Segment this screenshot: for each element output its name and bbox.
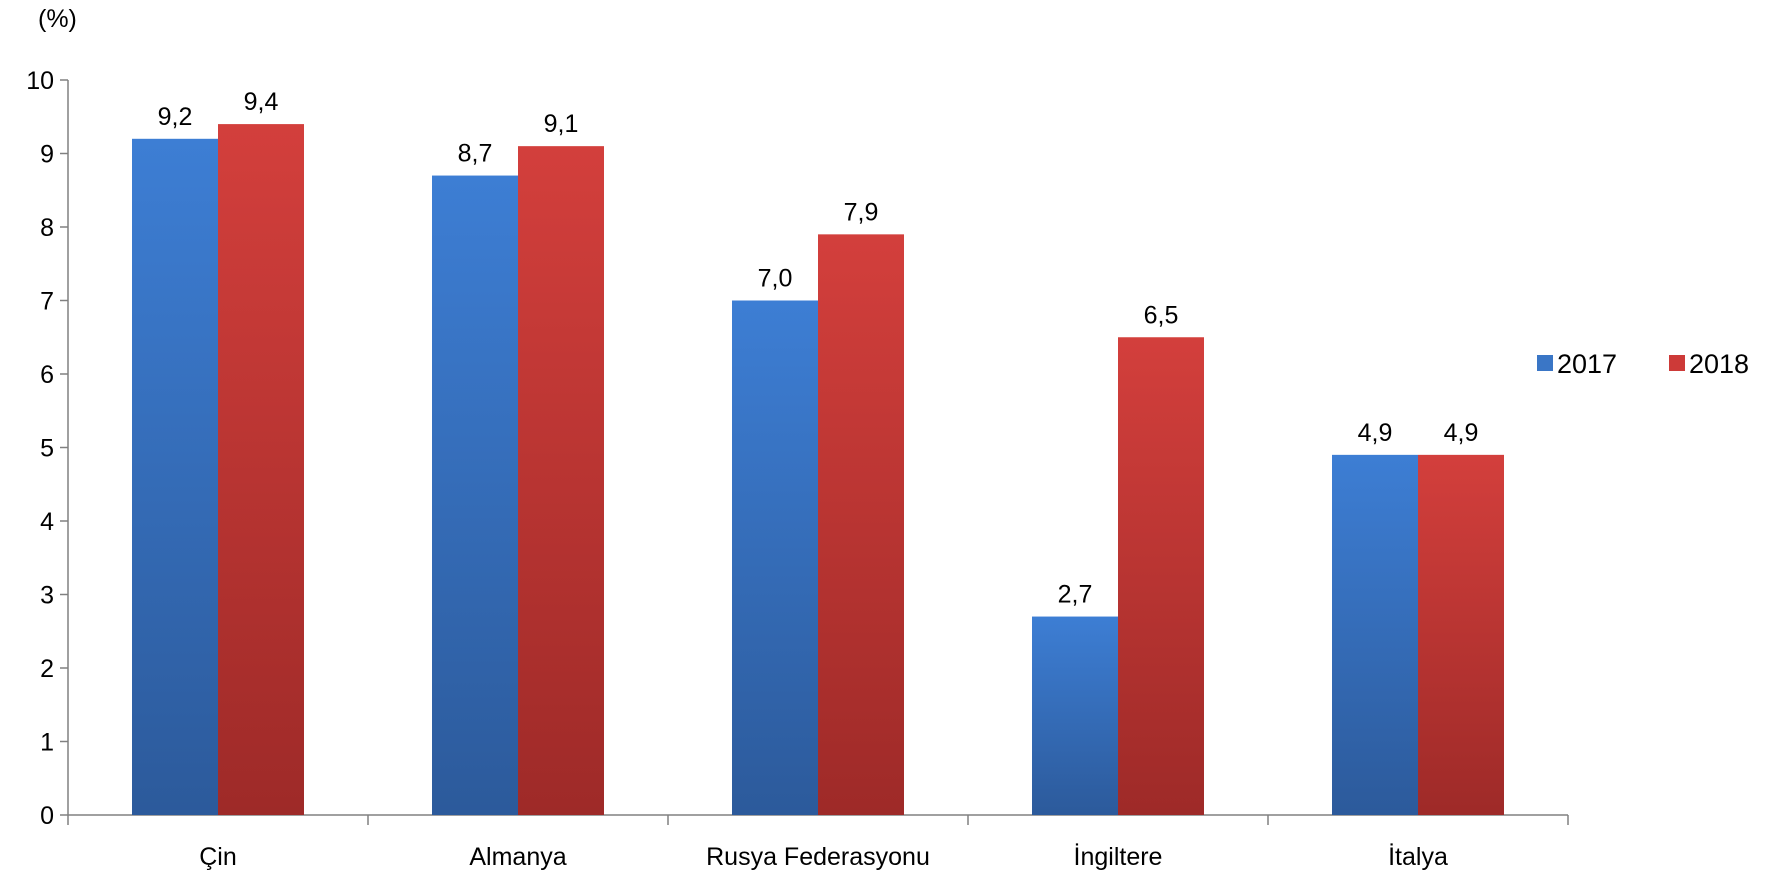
legend-label: 2017: [1557, 349, 1617, 379]
bar-2018-0: [218, 124, 304, 816]
bar-2018-1: [518, 146, 604, 815]
category-label: Almanya: [469, 843, 566, 871]
category-label: İngiltere: [1074, 842, 1163, 871]
data-label: 7,9: [844, 198, 879, 226]
data-label: 8,7: [458, 140, 493, 168]
unit-label: (%): [38, 5, 77, 33]
data-label: 2,7: [1058, 581, 1093, 609]
y-tick-label: 0: [40, 802, 54, 830]
category-label: Çin: [199, 843, 237, 871]
y-tick-label: 8: [40, 214, 54, 242]
bar-2018-4: [1418, 454, 1504, 815]
data-label: 7,0: [758, 265, 793, 293]
category-labels: Çin Almanya Rusya Federasyonu İngiltere İtal…: [199, 842, 1448, 871]
axes: 0 1 2 3 4 5 6 7 8 9 10: [26, 67, 1569, 830]
category-label: İtalya: [1388, 842, 1448, 871]
bar-labels: 9,2 9,4 8,7 9,1 7,0 7,9 2,7 6,5 4,9 4,9: [158, 88, 1479, 608]
data-label: 9,2: [158, 103, 193, 131]
bar-2017-3: [1032, 616, 1118, 815]
y-tick-label: 5: [40, 435, 54, 463]
data-label: 4,9: [1358, 419, 1393, 447]
y-tick-label: 4: [40, 508, 54, 536]
y-tick-label: 3: [40, 582, 54, 610]
bar-2017-1: [432, 175, 518, 816]
legend-label: 2018: [1689, 349, 1749, 379]
bar-2018-2: [818, 234, 904, 816]
y-tick-label: 9: [40, 141, 54, 169]
bar-2018-3: [1118, 337, 1204, 815]
y-tick-label: 2: [40, 655, 54, 683]
bars: [132, 124, 1504, 816]
y-tick-label: 1: [40, 729, 54, 757]
legend-swatch: [1669, 355, 1685, 371]
data-label: 9,1: [544, 110, 579, 138]
bar-2017-4: [1332, 454, 1418, 815]
data-label: 9,4: [244, 88, 279, 116]
y-tick-label: 10: [26, 67, 54, 95]
bar-2017-0: [132, 138, 218, 816]
legend-swatch: [1537, 355, 1553, 371]
legend: 2017 2018: [1537, 349, 1749, 379]
y-tick-label: 6: [40, 361, 54, 389]
data-label: 6,5: [1144, 301, 1179, 329]
y-tick-label: 7: [40, 288, 54, 316]
data-label: 4,9: [1444, 419, 1479, 447]
category-label: Rusya Federasyonu: [706, 843, 930, 871]
bar-2017-2: [732, 300, 818, 815]
